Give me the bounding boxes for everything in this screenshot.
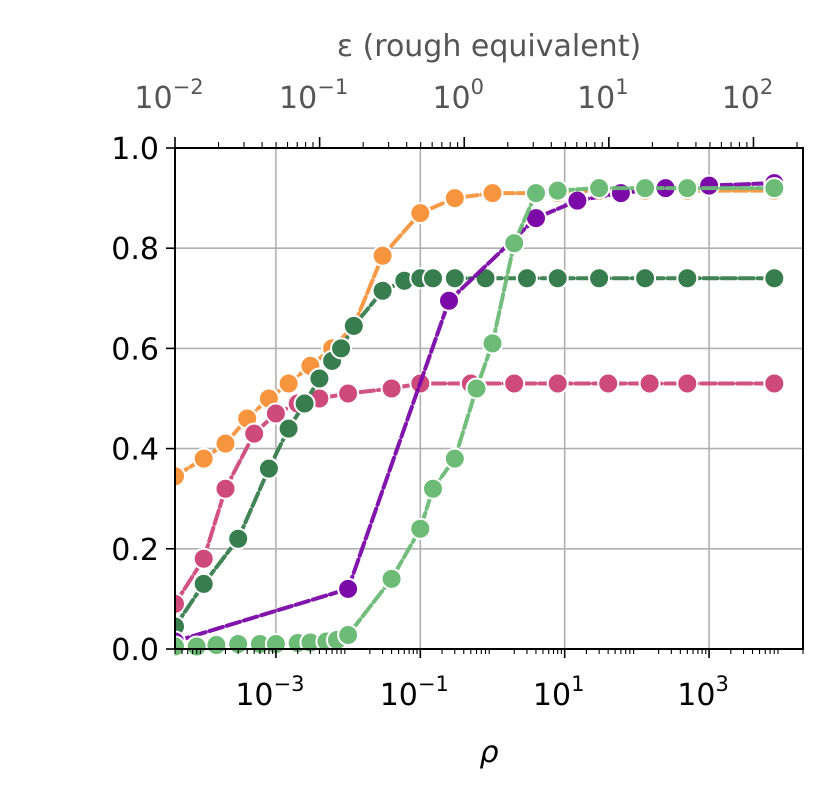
data-point <box>566 189 589 212</box>
x-tick-label: 101 <box>533 672 585 713</box>
data-point <box>409 517 432 540</box>
data-point <box>422 267 444 290</box>
top-tick-exponent: −1 <box>317 75 348 99</box>
data-point <box>422 477 444 500</box>
data-point <box>698 174 721 197</box>
x-tick-label: 10−3 <box>235 672 304 713</box>
y-tick-label: 0.2 <box>111 533 159 568</box>
data-point <box>597 372 620 395</box>
top-tick-label: 10−1 <box>279 75 348 116</box>
x-tick-exponent: 1 <box>571 672 584 696</box>
data-point <box>763 267 786 290</box>
x-axis-label: ρ <box>479 735 498 770</box>
top-tick-base: 10 <box>722 81 760 116</box>
x-tick-base: 10 <box>533 678 571 713</box>
data-point <box>481 182 504 205</box>
top-tick-base: 10 <box>432 81 470 116</box>
data-point <box>443 187 466 210</box>
data-point <box>192 447 215 470</box>
x-tick-base: 10 <box>380 678 418 713</box>
data-point <box>634 267 657 290</box>
top-tick-exponent: −2 <box>173 75 204 99</box>
x-tick-base: 10 <box>677 678 715 713</box>
y-tick-label: 0.8 <box>111 232 159 267</box>
data-point <box>409 202 432 225</box>
x-tick-exponent: 3 <box>715 672 728 696</box>
top-tick-base: 10 <box>279 81 317 116</box>
data-point <box>277 372 300 395</box>
data-point <box>308 367 331 390</box>
data-point <box>175 465 186 488</box>
data-point <box>243 422 266 445</box>
top-tick-base: 10 <box>134 81 172 116</box>
data-point <box>277 417 300 440</box>
data-point <box>503 232 526 255</box>
data-point <box>588 177 611 200</box>
data-point <box>371 279 394 302</box>
data-point <box>380 567 403 590</box>
data-point <box>638 372 661 395</box>
series-2 <box>175 267 786 638</box>
data-point <box>175 592 186 615</box>
y-tick-label: 0.0 <box>111 633 159 668</box>
data-point <box>443 447 466 470</box>
data-point <box>438 289 460 312</box>
data-point <box>481 332 504 355</box>
data-point <box>525 182 547 205</box>
data-point <box>257 457 280 480</box>
x-tick-label: 103 <box>677 672 729 713</box>
data-point <box>763 372 786 395</box>
data-point <box>192 572 215 595</box>
data-point <box>588 267 611 290</box>
top-tick-exponent: 2 <box>760 75 773 99</box>
top-axis-label: ε (rough equivalent) <box>337 29 641 64</box>
data-point <box>546 179 569 202</box>
data-point <box>465 377 488 400</box>
data-point <box>214 432 237 455</box>
data-point <box>293 392 316 415</box>
data-point <box>546 372 569 395</box>
top-tick-label: 10−2 <box>134 75 203 116</box>
y-tick-label: 0.6 <box>111 332 159 367</box>
data-point <box>380 377 403 400</box>
y-tick-label: 0.4 <box>111 433 159 468</box>
data-point <box>676 372 699 395</box>
data-point <box>330 337 353 360</box>
data-point <box>337 624 360 646</box>
series-layer <box>175 172 786 658</box>
top-tick-label: 100 <box>432 75 484 116</box>
top-tick-exponent: 1 <box>615 75 628 99</box>
y-tick-label: 1.0 <box>111 132 159 167</box>
top-tick-base: 10 <box>577 81 615 116</box>
data-point <box>503 372 526 395</box>
top-tick-label: 101 <box>577 75 629 116</box>
data-point <box>214 477 237 500</box>
data-point <box>763 177 786 200</box>
top-tick-exponent: 0 <box>471 75 484 99</box>
data-point <box>634 177 657 200</box>
data-point <box>515 267 538 290</box>
data-point <box>546 267 569 290</box>
data-point <box>371 244 394 267</box>
data-point <box>676 267 699 290</box>
series-line <box>175 276 777 629</box>
data-point <box>227 527 250 550</box>
x-tick-exponent: −3 <box>274 672 305 696</box>
data-point <box>676 177 699 200</box>
data-point <box>337 577 360 600</box>
top-tick-label: 102 <box>722 75 774 116</box>
data-point <box>192 547 215 570</box>
data-point <box>264 402 287 425</box>
data-point <box>205 634 228 656</box>
data-point <box>443 267 466 290</box>
data-point <box>337 382 360 405</box>
x-tick-base: 10 <box>235 678 273 713</box>
x-tick-label: 10−1 <box>380 672 449 713</box>
data-point <box>342 314 365 337</box>
x-tick-exponent: −1 <box>418 672 449 696</box>
